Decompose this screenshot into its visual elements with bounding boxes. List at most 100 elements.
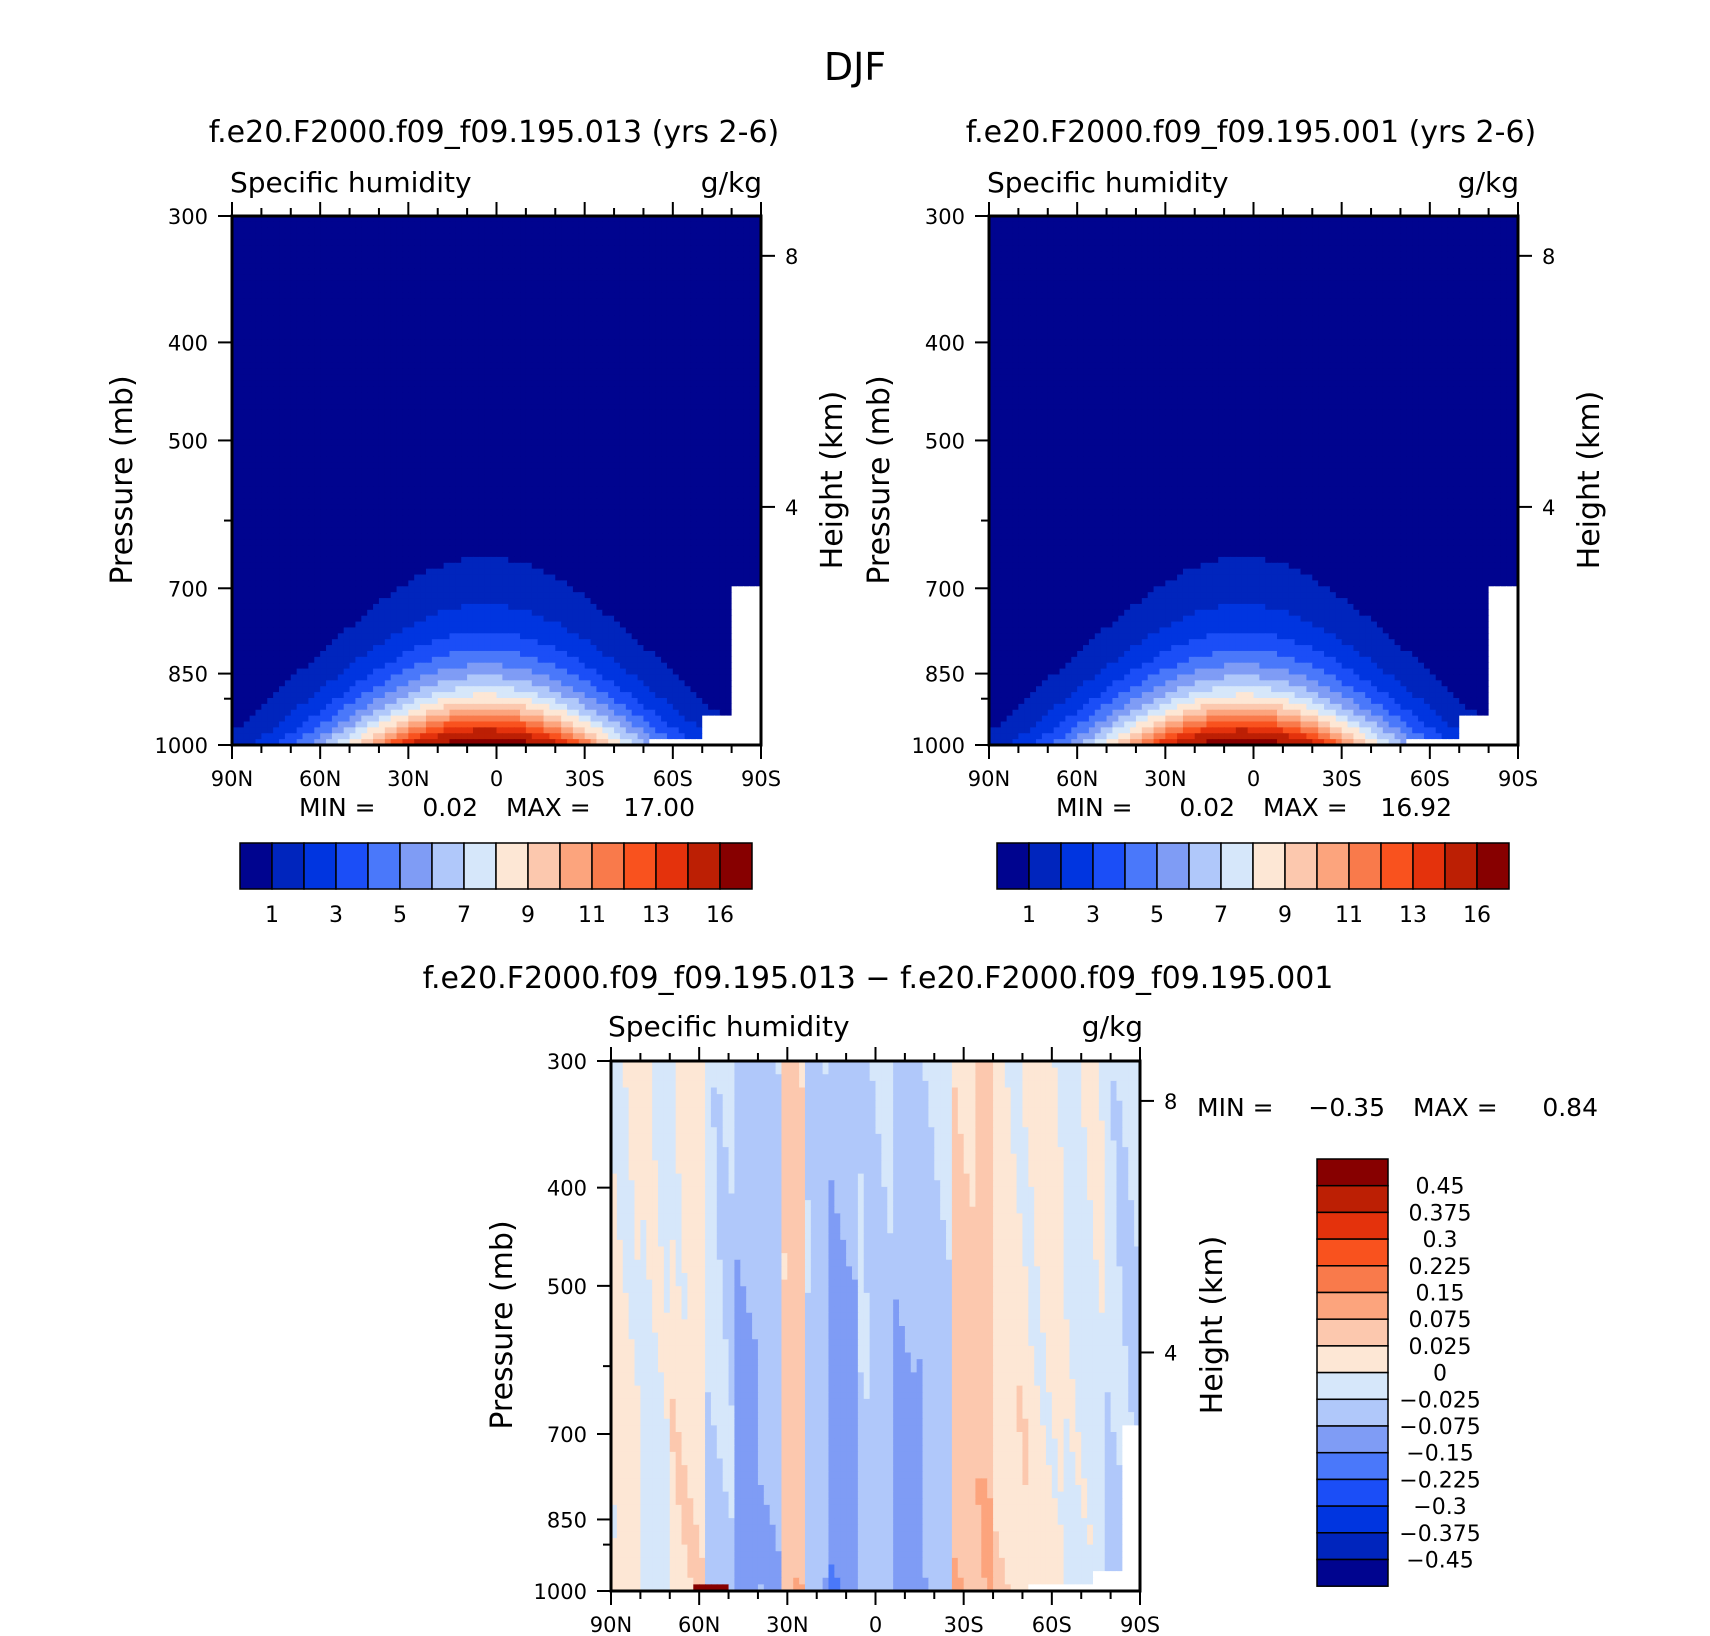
panel-a-field-cell bbox=[355, 463, 361, 469]
panel-a-field-cell bbox=[726, 404, 732, 410]
panel-a-field-cell bbox=[449, 375, 455, 381]
panel-a-field-cell bbox=[320, 504, 326, 510]
panel-a-field-cell bbox=[414, 510, 420, 516]
panel-a-field-cell bbox=[385, 310, 391, 316]
panel-a-field-cell bbox=[314, 486, 320, 492]
panel-a-field-cell bbox=[602, 528, 608, 534]
panel-a-field-cell bbox=[514, 504, 520, 510]
panel-a-field-cell bbox=[414, 475, 420, 481]
panel-a-field-cell bbox=[438, 516, 444, 522]
panel-a-field-cell bbox=[297, 292, 303, 298]
panel-a-field-cell bbox=[344, 298, 350, 304]
panel-a-field-cell bbox=[473, 463, 479, 469]
panel-a-field-cell bbox=[303, 422, 309, 428]
panel-a-field-cell bbox=[250, 481, 256, 487]
panel-a-field-cell bbox=[620, 240, 626, 246]
panel-a-field-cell bbox=[573, 386, 579, 392]
panel-a-field-cell bbox=[661, 422, 667, 428]
panel-a-field-cell bbox=[297, 516, 303, 522]
panel-a-field-cell bbox=[408, 528, 414, 534]
panel-a-field-cell bbox=[514, 345, 520, 351]
panel-a-field-cell bbox=[438, 339, 444, 345]
panel-a-field-cell bbox=[643, 304, 649, 310]
panel-a-field-cell bbox=[444, 457, 450, 463]
panel-a-field-cell bbox=[549, 533, 555, 539]
panel-a-field-cell bbox=[714, 516, 720, 522]
panel-a-field-cell bbox=[626, 304, 632, 310]
panel-a-field-cell bbox=[626, 469, 632, 475]
panel-a-field-cell bbox=[461, 475, 467, 481]
panel-a-field-cell bbox=[473, 304, 479, 310]
panel-a-field-cell bbox=[467, 398, 473, 404]
panel-a-field-cell bbox=[332, 516, 338, 522]
panel-a-field-cell bbox=[714, 386, 720, 392]
panel-a-field-cell bbox=[602, 416, 608, 422]
panel-a-field-cell bbox=[649, 234, 655, 240]
panel-a-field-cell bbox=[473, 228, 479, 234]
panel-a-field-cell bbox=[614, 410, 620, 416]
panel-a-field-cell bbox=[526, 328, 532, 334]
panel-a-field-cell bbox=[514, 240, 520, 246]
panel-a-field-cell bbox=[514, 275, 520, 281]
panel-a-field-cell bbox=[338, 381, 344, 387]
panel-a-field-cell bbox=[620, 257, 626, 263]
panel-a-field-cell bbox=[238, 304, 244, 310]
panel-a-field-cell bbox=[626, 498, 632, 504]
panel-a-field-cell bbox=[732, 269, 738, 275]
panel-a-field-cell bbox=[520, 386, 526, 392]
panel-a-field-cell bbox=[344, 398, 350, 404]
panel-a-field-cell bbox=[385, 445, 391, 451]
panel-a-field-cell bbox=[632, 486, 638, 492]
panel-a-field-cell bbox=[591, 481, 597, 487]
panel-a-field-cell bbox=[538, 269, 544, 275]
panel-a-field-cell bbox=[532, 222, 538, 228]
panel-a-field-cell bbox=[720, 428, 726, 434]
panel-a-field-cell bbox=[708, 422, 714, 428]
panel-a-field-cell bbox=[379, 469, 385, 475]
panel-a-field-cell bbox=[432, 351, 438, 357]
panel-a-field-cell bbox=[638, 386, 644, 392]
panel-a-field-cell bbox=[714, 533, 720, 539]
panel-a-field-cell bbox=[385, 292, 391, 298]
panel-a-field-cell bbox=[420, 539, 426, 545]
panel-a-field-cell bbox=[303, 516, 309, 522]
panel-a-field-cell bbox=[596, 357, 602, 363]
panel-a-field-cell bbox=[338, 263, 344, 269]
panel-a-field-cell bbox=[414, 328, 420, 334]
panel-a-field-cell bbox=[655, 528, 661, 534]
panel-a-field-cell bbox=[673, 298, 679, 304]
panel-a-field-cell bbox=[526, 351, 532, 357]
panel-a-field-cell bbox=[685, 463, 691, 469]
panel-a-field-cell bbox=[320, 328, 326, 334]
panel-a-field-cell bbox=[473, 357, 479, 363]
panel-a-field-cell bbox=[749, 451, 755, 457]
panel-a-field-cell bbox=[449, 410, 455, 416]
panel-a-field-cell bbox=[314, 369, 320, 375]
panel-a-field-cell bbox=[432, 257, 438, 263]
panel-a-field-cell bbox=[250, 351, 256, 357]
panel-a-field-cell bbox=[303, 428, 309, 434]
panel-a-field-cell bbox=[250, 428, 256, 434]
panel-a-field-cell bbox=[250, 539, 256, 545]
panel-a-field-cell bbox=[685, 251, 691, 257]
panel-a-field-cell bbox=[579, 251, 585, 257]
panel-a-field-cell bbox=[256, 281, 262, 287]
panel-a-field-cell bbox=[244, 281, 250, 287]
panel-a-field-cell bbox=[696, 222, 702, 228]
panel-a-field-cell bbox=[673, 375, 679, 381]
panel-a-field-cell bbox=[414, 528, 420, 534]
panel-a-field-cell bbox=[508, 422, 514, 428]
panel-a-field-cell bbox=[308, 240, 314, 246]
panel-a-field-cell bbox=[591, 322, 597, 328]
panel-a-field-cell bbox=[549, 428, 555, 434]
panel-a-field-cell bbox=[573, 298, 579, 304]
panel-a-field-cell bbox=[632, 240, 638, 246]
panel-a-field-cell bbox=[444, 334, 450, 340]
panel-a-field-cell bbox=[455, 422, 461, 428]
panel-a-field-cell bbox=[614, 292, 620, 298]
panel-a-field-cell bbox=[485, 298, 491, 304]
panel-a-field-cell bbox=[685, 457, 691, 463]
panel-a-field-cell bbox=[673, 222, 679, 228]
panel-a-field-cell bbox=[661, 469, 667, 475]
panel-a-field-cell bbox=[702, 422, 708, 428]
